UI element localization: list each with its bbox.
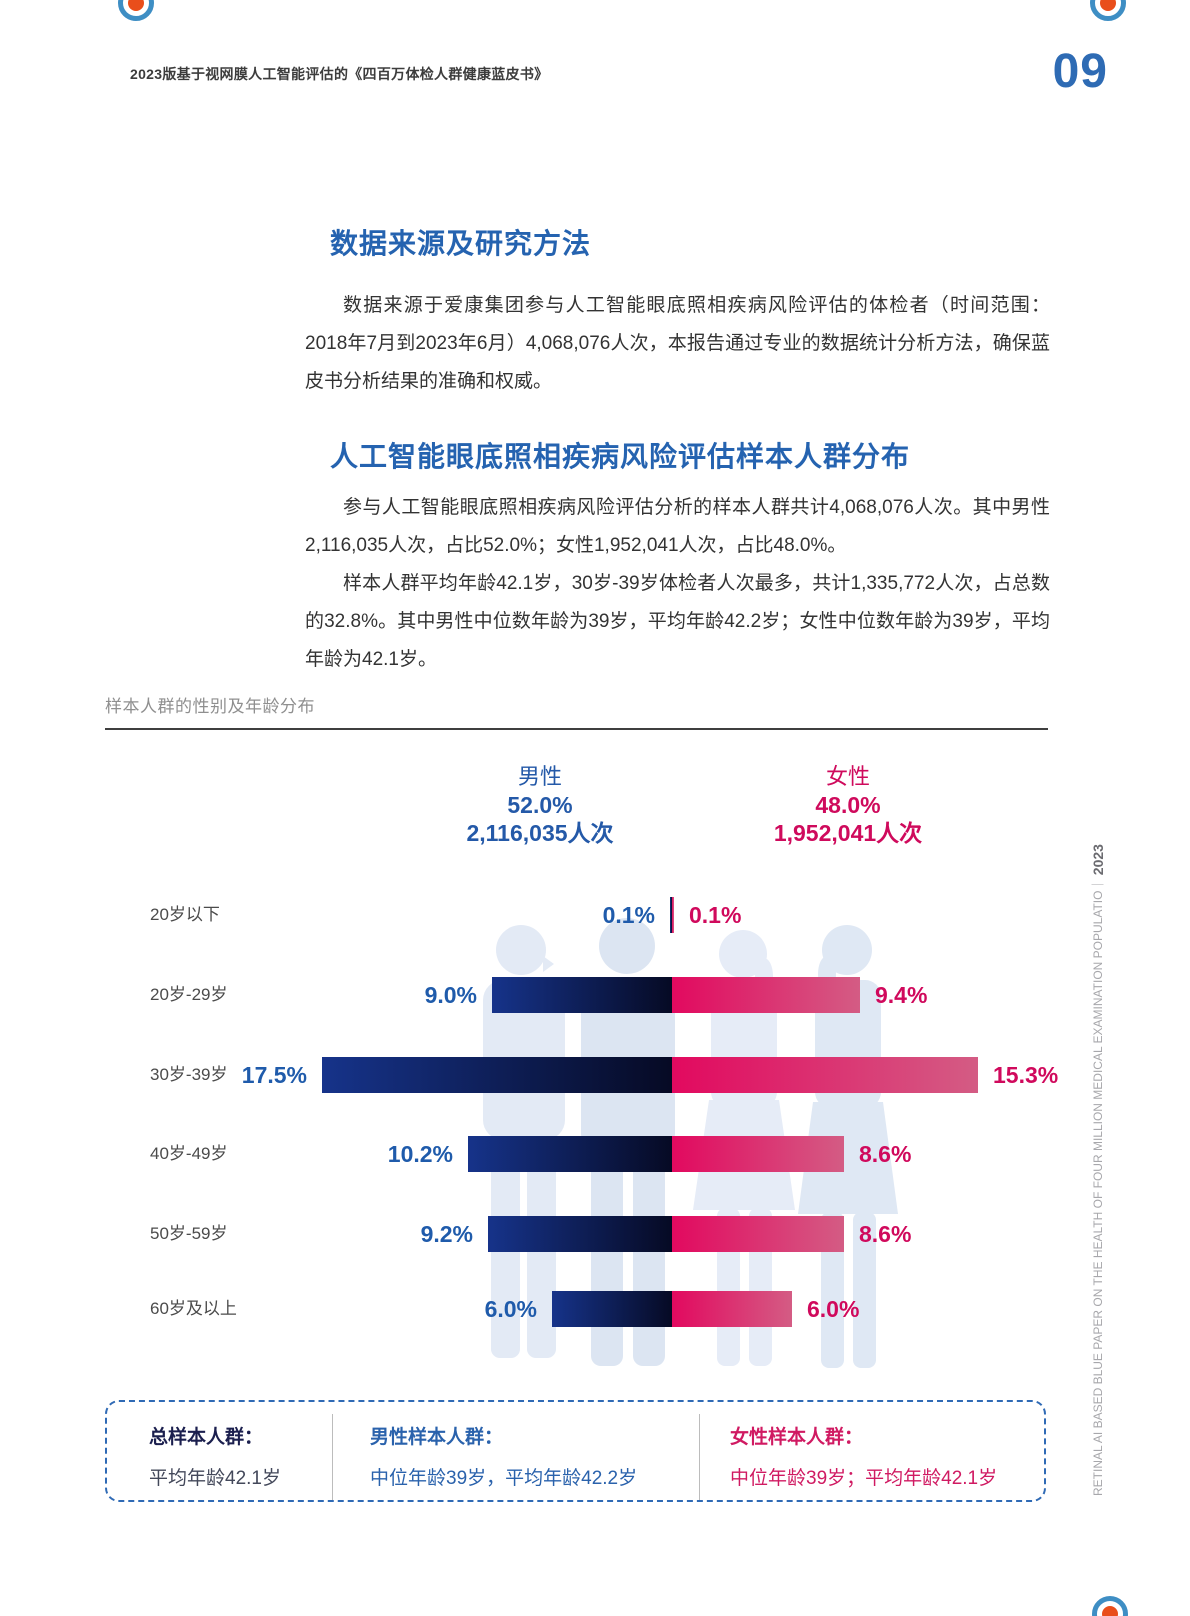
male-value-label: 9.0%: [424, 981, 477, 1008]
logo-dot-icon: [128, 0, 144, 11]
chart-row: 6.0% 6.0% 60岁及以上: [0, 1291, 1190, 1327]
side-caption-year: 2023: [1090, 844, 1106, 876]
chart-row: 9.2% 8.6% 50岁-59岁: [0, 1216, 1190, 1252]
divider-line: [699, 1414, 700, 1500]
age-group-label: 40岁-49岁: [150, 1144, 228, 1163]
female-bar: [672, 977, 860, 1013]
female-share-percent: 48.0%: [815, 792, 881, 818]
male-legend-name: 男性: [517, 764, 562, 789]
female-count: 1,952,041人次: [773, 820, 923, 846]
logo-dot-icon: [1100, 0, 1116, 11]
logo-dot-icon: [1102, 1606, 1118, 1616]
female-bar: [672, 1057, 978, 1093]
summary-male: 男性样本人群： 中位年龄39岁，平均年龄42.2岁: [370, 1422, 637, 1490]
male-legend-block: 男性 52.0% 2,116,035人次: [410, 763, 670, 847]
chart-row: 17.5% 15.3% 30岁-39岁: [0, 1057, 1190, 1093]
male-value-label: 6.0%: [484, 1295, 537, 1322]
brand-logo-icon: [1090, 0, 1126, 21]
male-value-label: 17.5%: [241, 1061, 307, 1088]
male-bar: [468, 1136, 672, 1172]
summary-female: 女性样本人群： 中位年龄39岁；平均年龄42.1岁: [730, 1422, 997, 1490]
female-value-label: 8.6%: [859, 1220, 912, 1247]
female-value-label: 6.0%: [807, 1295, 860, 1322]
female-value-label: 8.6%: [859, 1140, 912, 1167]
male-value-label: 0.1%: [602, 901, 655, 928]
age-group-label: 50岁-59岁: [150, 1224, 228, 1243]
male-count: 2,116,035人次: [466, 820, 614, 846]
male-bar: [322, 1057, 672, 1093]
male-value-label: 9.2%: [420, 1220, 473, 1247]
male-bar: [552, 1291, 672, 1327]
female-bar: [672, 897, 674, 933]
summary-female-value: 中位年龄39岁；平均年龄42.1岁: [730, 1468, 998, 1489]
brand-logo-icon: [1092, 1596, 1128, 1616]
summary-male-label: 男性样本人群：: [370, 1427, 504, 1448]
female-value-label: 0.1%: [689, 901, 742, 928]
section-heading-sample-distribution: 人工智能眼底照相疾病风险评估样本人群分布: [330, 441, 911, 472]
male-bar: [492, 977, 672, 1013]
paragraph: 数据来源于爱康集团参与人工智能眼底照相疾病风险评估的体检者（时间范围：2018年…: [305, 295, 1050, 392]
age-group-label: 20岁以下: [150, 905, 220, 924]
chart-row: 10.2% 8.6% 40岁-49岁: [0, 1136, 1190, 1172]
female-bar: [672, 1216, 844, 1252]
summary-total: 总样本人群： 平均年龄42.1岁: [149, 1422, 281, 1490]
female-legend-block: 女性 48.0% 1,952,041人次: [718, 763, 978, 847]
summary-total-value: 平均年龄42.1岁: [149, 1468, 281, 1489]
male-share-percent: 52.0%: [507, 792, 573, 818]
female-bar: [672, 1136, 844, 1172]
chart-title: 样本人群的性别及年龄分布: [105, 697, 315, 716]
age-group-label: 60岁及以上: [150, 1299, 237, 1318]
summary-male-value: 中位年龄39岁，平均年龄42.2岁: [370, 1468, 638, 1489]
paragraph: 样本人群平均年龄42.1岁，30岁-39岁体检者人次最多，共计1,335,772…: [305, 573, 1050, 670]
female-bar: [672, 1291, 792, 1327]
female-value-label: 15.3%: [993, 1061, 1059, 1088]
female-value-label: 9.4%: [875, 981, 928, 1008]
male-bar: [488, 1216, 672, 1252]
brand-logo-icon: [118, 0, 154, 21]
age-group-label: 20岁-29岁: [150, 985, 228, 1004]
male-bar: [670, 897, 672, 933]
age-group-label: 30岁-39岁: [150, 1065, 228, 1084]
summary-box: 总样本人群： 平均年龄42.1岁 男性样本人群： 中位年龄39岁，平均年龄42.…: [105, 1400, 1046, 1502]
female-legend-name: 女性: [825, 764, 870, 789]
divider-line: [105, 728, 1048, 730]
page-number: 09: [1052, 45, 1108, 98]
divider-line: [332, 1414, 333, 1500]
document-header-title: 2023版基于视网膜人工智能评估的《四百万体检人群健康蓝皮书》: [130, 66, 549, 82]
chart-row: 9.0% 9.4% 20岁-29岁: [0, 977, 1190, 1013]
summary-female-label: 女性样本人群：: [730, 1427, 864, 1448]
section-heading-data-source: 数据来源及研究方法: [330, 228, 592, 259]
chart-row: 0.1% 0.1% 20岁以下: [0, 897, 1190, 933]
male-value-label: 10.2%: [387, 1140, 453, 1167]
paragraph: 参与人工智能眼底照相疾病风险评估分析的样本人群共计4,068,076人次。其中男…: [305, 497, 1050, 556]
summary-total-label: 总样本人群：: [149, 1427, 264, 1448]
side-caption-text: RETINAL AI BASED BLUE PAPER ON THE HEALT…: [1091, 875, 1105, 1496]
